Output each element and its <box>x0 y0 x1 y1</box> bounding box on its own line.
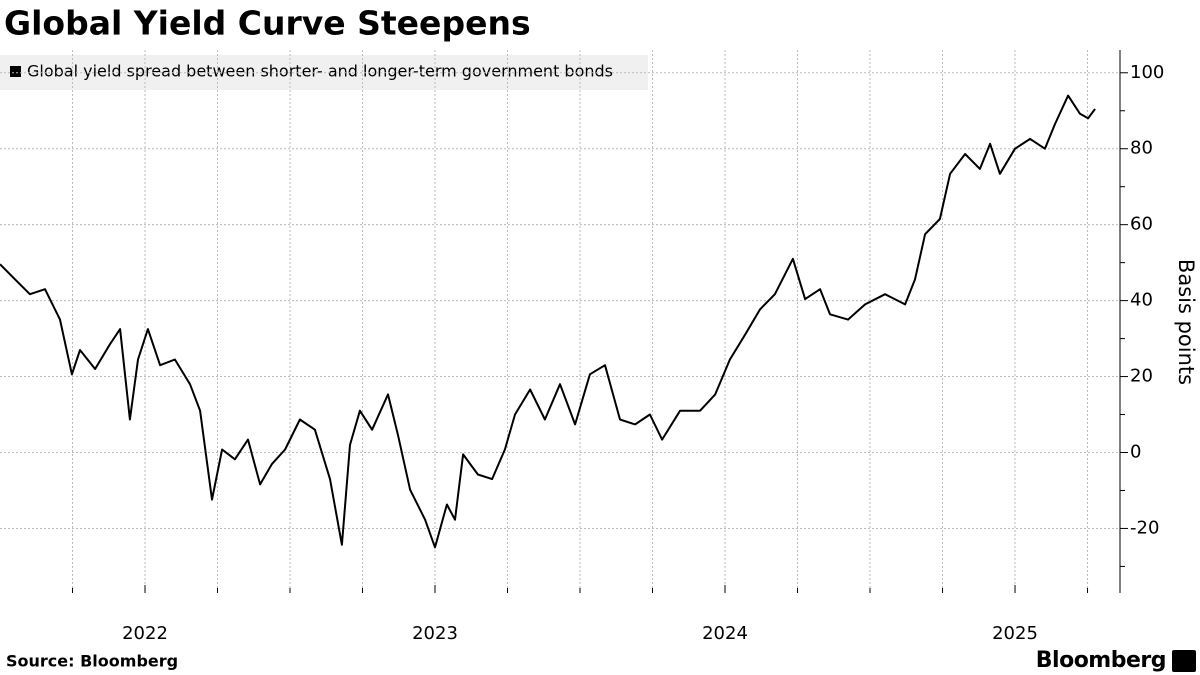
x-tick-label: 2025 <box>992 623 1038 644</box>
y-axis-title: Basis points <box>1174 259 1198 385</box>
x-tick-label: 2024 <box>702 623 748 644</box>
chart-title: Global Yield Curve Steepens <box>4 4 531 43</box>
y-tick-label: 40 <box>1130 290 1153 311</box>
x-tick-label: 2023 <box>412 623 458 644</box>
legend-swatch <box>10 66 21 77</box>
y-tick-label: 100 <box>1130 62 1164 83</box>
series-line <box>0 94 1096 549</box>
x-tick-label: 2022 <box>122 623 168 644</box>
brand-icon <box>1172 650 1196 672</box>
y-tick-label: 0 <box>1130 442 1141 463</box>
legend-label: Global yield spread between shorter- and… <box>27 62 613 81</box>
y-tick-label: 20 <box>1130 366 1153 387</box>
source: Source: Bloomberg <box>6 652 178 671</box>
y-tick-label: 60 <box>1130 214 1153 235</box>
brand: Bloomberg <box>1036 648 1166 673</box>
y-tick-label: 80 <box>1130 138 1153 159</box>
y-tick-label: -20 <box>1130 517 1159 538</box>
